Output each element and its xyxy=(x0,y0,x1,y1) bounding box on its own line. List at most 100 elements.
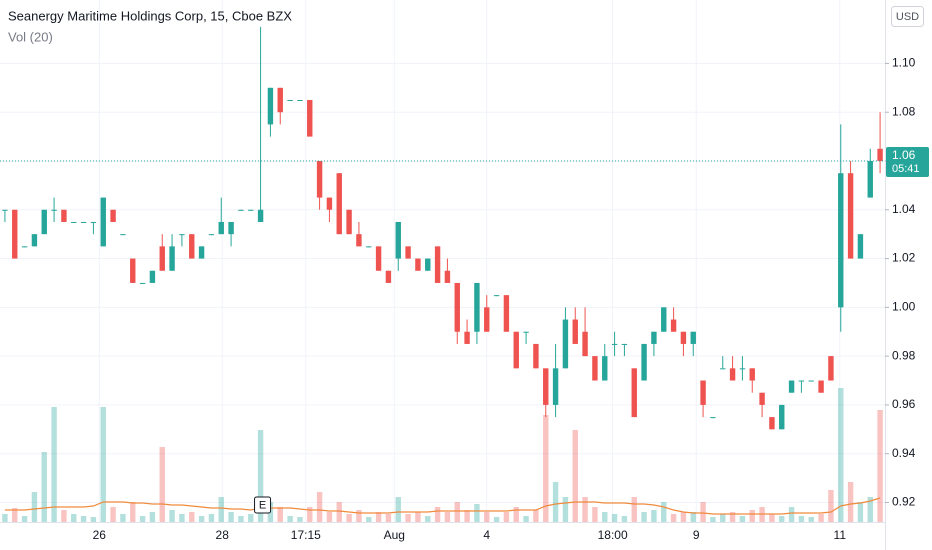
volume-bar xyxy=(139,516,146,522)
candle-body xyxy=(592,356,598,381)
volume-bar xyxy=(31,492,38,522)
volume-bar xyxy=(169,510,175,522)
volume-bar xyxy=(277,507,283,522)
candle-body xyxy=(198,246,205,259)
candle-body xyxy=(257,209,264,222)
candle-body xyxy=(336,173,342,235)
candle-body xyxy=(602,356,608,381)
countdown-label: 05:41 xyxy=(892,163,920,175)
y-tick-label: 0.92 xyxy=(892,495,916,509)
candle-body xyxy=(100,197,106,247)
candle-body xyxy=(71,221,77,223)
volume-bar xyxy=(238,516,244,522)
volume-bar xyxy=(71,514,77,522)
volume-bar xyxy=(474,504,480,522)
candle-body xyxy=(749,368,755,381)
candle-body xyxy=(474,282,480,332)
volume-bar xyxy=(120,514,126,522)
volume-bar xyxy=(523,516,529,522)
volume-bar xyxy=(395,497,401,522)
y-tick-label: 1.10 xyxy=(892,56,916,70)
axes: 0.92 0.94 0.96 0.98 1.00 1.02 1.04 1.06 1.08 1.10… xyxy=(93,56,929,542)
volume-bar xyxy=(208,514,215,522)
volume-bar xyxy=(51,407,57,522)
volume-bar xyxy=(847,482,854,522)
candle-body xyxy=(51,209,57,211)
candle-body xyxy=(218,221,224,235)
last-price-label: 1.06 xyxy=(892,148,916,162)
candle-body xyxy=(31,234,38,247)
volume-bar xyxy=(661,502,667,522)
candle-body xyxy=(690,331,696,344)
candle-body xyxy=(621,343,628,345)
volume-bar xyxy=(867,497,873,522)
candle-body xyxy=(444,270,451,283)
volume-bar xyxy=(218,497,224,522)
volume-bar xyxy=(552,482,559,522)
y-tick-label: 1.02 xyxy=(892,251,916,265)
x-tick-label: Aug xyxy=(384,528,405,542)
volume-bar xyxy=(346,514,352,522)
candle-body xyxy=(12,209,18,259)
last-price-tag xyxy=(886,146,929,177)
candle-body xyxy=(533,343,539,369)
candle-body xyxy=(90,221,97,223)
volume-bar xyxy=(287,516,293,522)
volume-ma-line xyxy=(4,497,881,515)
candle-body xyxy=(513,331,519,369)
candle-body xyxy=(484,307,490,332)
volume-bar xyxy=(257,430,264,522)
volume-bar xyxy=(690,512,696,522)
candle-body xyxy=(808,380,814,382)
candle-body xyxy=(788,380,795,393)
currency-button[interactable] xyxy=(891,6,924,27)
volume-bar xyxy=(700,502,706,522)
volume-bar xyxy=(779,516,785,522)
candle-body xyxy=(120,234,126,236)
volume-bar xyxy=(316,492,323,522)
volume-bar xyxy=(602,512,608,522)
volume-bar xyxy=(179,514,185,522)
volume-bar xyxy=(749,510,755,522)
volume-bar xyxy=(562,497,569,522)
candle-body xyxy=(680,331,687,344)
currency-label[interactable]: USD xyxy=(896,11,919,23)
candle-body xyxy=(454,282,460,332)
volume-bar xyxy=(611,514,618,522)
volume-bar xyxy=(307,507,313,522)
candle-body xyxy=(857,234,864,259)
volume-bar xyxy=(828,490,834,522)
candle-body xyxy=(425,258,431,271)
volume-bar xyxy=(543,415,549,522)
volume-bar xyxy=(808,517,814,522)
candle-body xyxy=(287,100,293,102)
candle-body xyxy=(228,221,234,235)
chart-title: Seanergy Maritime Holdings Corp, 15, Cbo… xyxy=(8,8,292,23)
candle-body xyxy=(238,209,244,211)
volume-bar xyxy=(484,512,490,522)
volume-bar xyxy=(739,516,746,522)
candle-body xyxy=(189,234,195,259)
candle-body xyxy=(297,100,303,102)
candle-body xyxy=(523,331,529,333)
candle-body xyxy=(828,356,834,381)
earnings-marker xyxy=(254,496,272,514)
volume-bar xyxy=(130,502,136,522)
candle-body xyxy=(572,319,578,344)
y-tick-label: 1.00 xyxy=(892,300,916,314)
candle-body xyxy=(61,209,67,222)
volume-bar xyxy=(444,512,451,522)
candle-body xyxy=(277,87,283,113)
volume-bar xyxy=(228,512,234,522)
candle-body xyxy=(415,258,421,271)
volume-bar xyxy=(641,512,647,522)
candle-body xyxy=(720,368,726,370)
volume-bar xyxy=(159,447,165,522)
volume-bar xyxy=(110,507,116,522)
volume-bar xyxy=(582,497,588,522)
candle-body xyxy=(759,392,765,405)
volume-bar xyxy=(533,510,539,522)
candle-body xyxy=(493,295,500,297)
candle-body xyxy=(670,319,677,332)
